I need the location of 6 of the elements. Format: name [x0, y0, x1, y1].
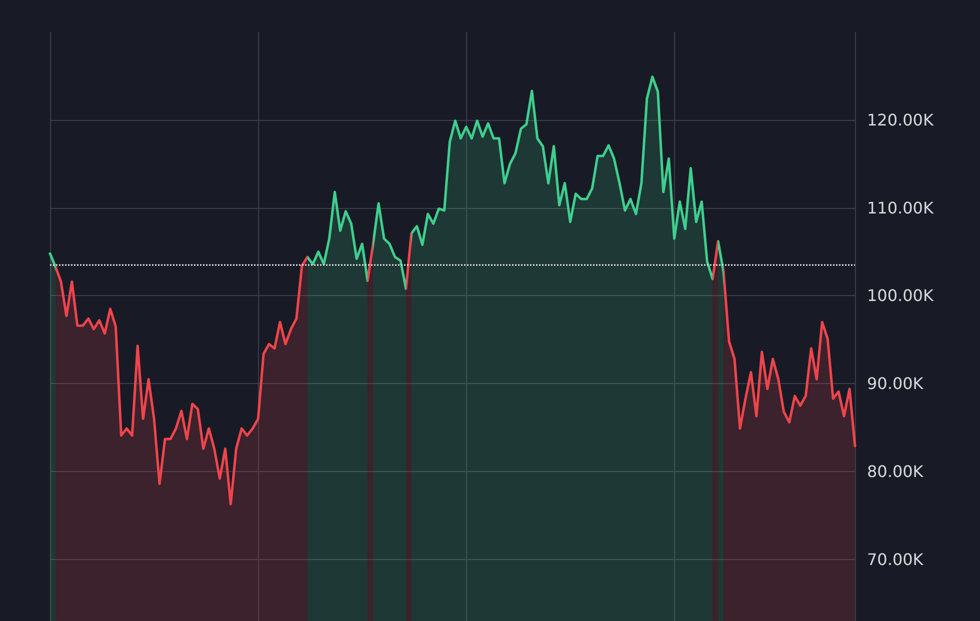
y-tick-label: 120.00K: [867, 110, 934, 130]
y-tick-label: 100.00K: [867, 286, 934, 306]
y-tick-label: 80.00K: [867, 462, 924, 482]
y-tick-label: 70.00K: [867, 550, 924, 569]
y-tick-label: 90.00K: [867, 374, 924, 394]
y-tick-label: 110.00K: [867, 198, 934, 218]
